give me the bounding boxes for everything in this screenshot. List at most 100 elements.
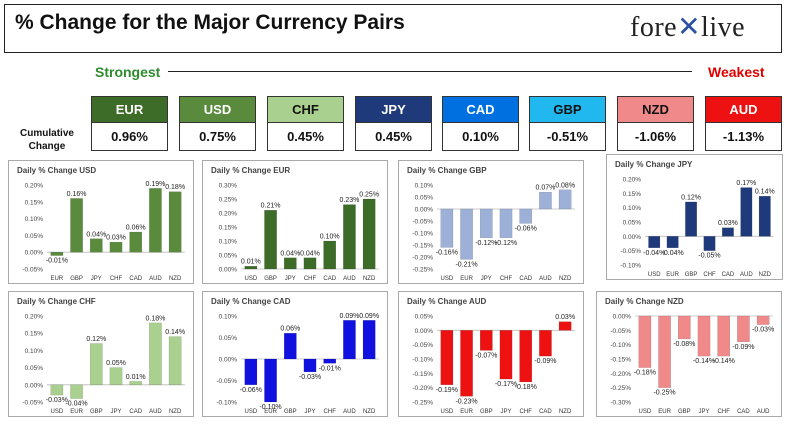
bar-gbp xyxy=(685,201,697,237)
data-label: -0.14% xyxy=(693,358,715,365)
x-tick-label: JPY xyxy=(500,409,511,415)
data-label: 0.07% xyxy=(535,185,555,192)
bar-aud xyxy=(343,320,356,360)
data-label: -0.17% xyxy=(495,381,517,388)
x-tick-label: CHF xyxy=(718,409,731,415)
x-tick-label: JPY xyxy=(285,276,296,282)
bar-usd xyxy=(638,315,652,368)
x-tick-label: AUD xyxy=(757,409,770,415)
data-label: 0.05% xyxy=(106,360,126,367)
bar-usd xyxy=(648,236,661,249)
bar-chf xyxy=(109,241,123,253)
bar-cad xyxy=(737,315,750,342)
x-tick-label: GBP xyxy=(264,276,277,282)
x-tick-label: CAD xyxy=(323,276,336,282)
cumulative-value: 0.45% xyxy=(267,123,344,151)
y-tick-label: -0.05% xyxy=(610,328,631,335)
bar-aud xyxy=(149,188,162,253)
bar-eur xyxy=(666,236,679,249)
x-tick-label: NZD xyxy=(363,409,376,415)
chart-title: Daily % Change CAD xyxy=(211,297,291,306)
chart-title: Daily % Change USD xyxy=(17,166,97,175)
currency-card-cad: CAD 0.10% xyxy=(442,96,519,151)
y-tick-label: -0.10% xyxy=(412,231,433,238)
data-label: -0.01% xyxy=(46,258,68,265)
x-tick-label: CHF xyxy=(500,276,513,282)
data-label: -0.04% xyxy=(643,250,665,257)
cumulative-value: -0.51% xyxy=(529,123,606,151)
y-tick-label: -0.15% xyxy=(412,243,433,250)
bar-chart: -0.10% -0.05% 0.00% 0.05% 0.10% 0.15% 0.20% -0.… xyxy=(620,177,775,279)
bar-cad xyxy=(129,231,143,253)
bar-gbp xyxy=(70,198,83,253)
currency-card-chf: CHF 0.45% xyxy=(267,96,344,151)
cumulative-change-label: Cumulative Change xyxy=(20,128,74,152)
page-title: % Change for the Major Currency Pairs xyxy=(15,11,405,34)
x-tick-label: NZD xyxy=(759,272,772,278)
x-tick-label: GBP xyxy=(685,272,698,278)
data-label: 0.14% xyxy=(755,189,775,196)
x-tick-label: GBP xyxy=(284,409,297,415)
data-label: 0.16% xyxy=(67,191,87,198)
data-label: -0.14% xyxy=(713,358,735,365)
data-label: -0.04% xyxy=(65,401,87,408)
bar-jpy xyxy=(697,315,711,357)
bar-chart: 0.00% 0.05% 0.10% 0.15% 0.20% 0.25% 0.30% 0.01%… xyxy=(219,183,380,283)
y-tick-label: 0.10% xyxy=(415,183,434,190)
data-label: -0.03% xyxy=(46,397,68,404)
bar-cad xyxy=(539,330,552,357)
chart-panel-jpy: Daily % Change JPY -0.10% -0.05% 0.00% 0.05%… xyxy=(606,154,783,280)
y-tick-label: 0.00% xyxy=(219,357,238,364)
bar-cad xyxy=(323,240,337,270)
data-label: 0.09% xyxy=(359,313,379,320)
bar-cad xyxy=(519,208,533,224)
bar-nzd xyxy=(168,336,182,385)
y-tick-label: 0.00% xyxy=(623,234,642,241)
bar-chart: -0.25% -0.20% -0.15% -0.10% -0.05% 0.00% 0.05%… xyxy=(412,314,575,416)
data-label: 0.01% xyxy=(126,374,146,381)
bar-usd xyxy=(244,358,258,385)
data-label: -0.16% xyxy=(436,249,458,256)
y-tick-label: -0.25% xyxy=(610,385,631,392)
y-tick-label: 0.20% xyxy=(219,211,238,218)
data-label: -0.07% xyxy=(475,352,497,359)
x-tick-label: CHF xyxy=(110,276,123,282)
data-label: 0.10% xyxy=(320,234,340,241)
bar-jpy xyxy=(303,358,317,373)
bar-gbp xyxy=(479,330,493,351)
x-tick-label: AUD xyxy=(149,409,162,415)
data-label: -0.10% xyxy=(259,404,281,411)
bar-chart: -0.30% -0.25% -0.20% -0.15% -0.10% -0.05% 0.00… xyxy=(610,314,774,416)
bar-chf xyxy=(717,315,731,357)
chart-panel-usd: Daily % Change USD -0.05% 0.00% 0.05% 0.10% 0… xyxy=(8,160,194,284)
data-label: -0.03% xyxy=(299,374,321,381)
logo-text-left: fore xyxy=(630,12,678,43)
data-label: -0.06% xyxy=(515,225,537,232)
x-tick-label: AUD xyxy=(149,276,162,282)
x-tick-label: USD xyxy=(648,272,661,278)
title-box xyxy=(4,4,782,53)
y-tick-label: 0.05% xyxy=(25,233,44,240)
bar-chf xyxy=(499,208,513,238)
y-tick-label: -0.05% xyxy=(22,267,43,274)
y-tick-label: -0.05% xyxy=(620,248,641,255)
currency-card-usd: USD 0.75% xyxy=(179,96,256,151)
x-tick-label: AUD xyxy=(343,276,356,282)
y-tick-label: -0.20% xyxy=(610,371,631,378)
x-tick-label: AUD xyxy=(740,272,753,278)
data-label: -0.18% xyxy=(634,370,656,377)
x-tick-label: CAD xyxy=(722,272,735,278)
chart-title: Daily % Change GBP xyxy=(407,166,487,175)
chart-panel-chf: Daily % Change CHF -0.05% 0.00% 0.05% 0.10% 0… xyxy=(8,291,194,417)
bar-jpy xyxy=(283,257,297,270)
currency-code: CAD xyxy=(442,96,519,123)
bar-eur xyxy=(658,315,671,388)
bar-jpy xyxy=(479,208,493,238)
chart-panel-gbp: Daily % Change GBP -0.25% -0.20% -0.15% -0.1… xyxy=(398,160,584,284)
y-tick-label: -0.15% xyxy=(610,357,631,364)
chart-title: Daily % Change JPY xyxy=(615,160,693,169)
y-tick-label: -0.20% xyxy=(412,255,433,262)
y-tick-label: -0.10% xyxy=(610,342,631,349)
currency-card-nzd: NZD -1.06% xyxy=(617,96,694,151)
data-label: 0.04% xyxy=(86,231,106,238)
